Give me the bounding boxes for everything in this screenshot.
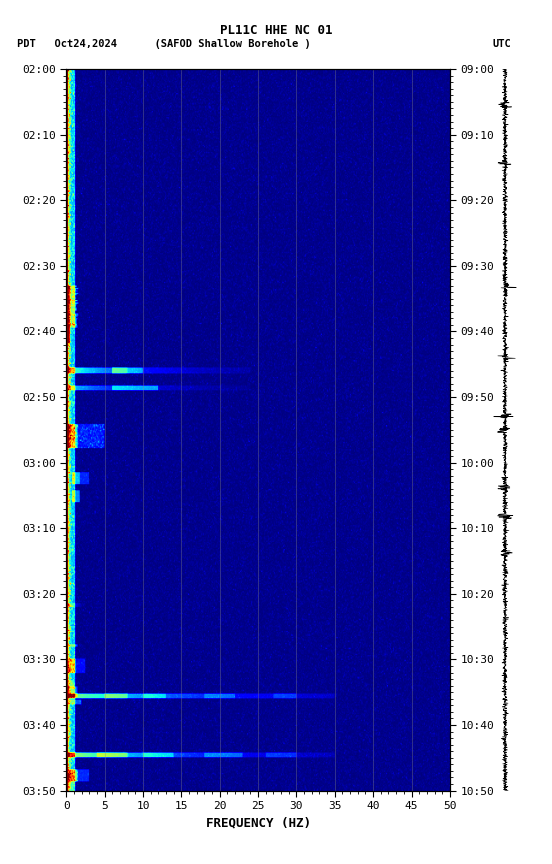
Text: PDT   Oct24,2024      (SAFOD Shallow Borehole ): PDT Oct24,2024 (SAFOD Shallow Borehole ) — [17, 39, 310, 49]
X-axis label: FREQUENCY (HZ): FREQUENCY (HZ) — [205, 816, 311, 829]
Text: UTC: UTC — [493, 39, 512, 49]
Text: PL11C HHE NC 01: PL11C HHE NC 01 — [220, 24, 332, 37]
